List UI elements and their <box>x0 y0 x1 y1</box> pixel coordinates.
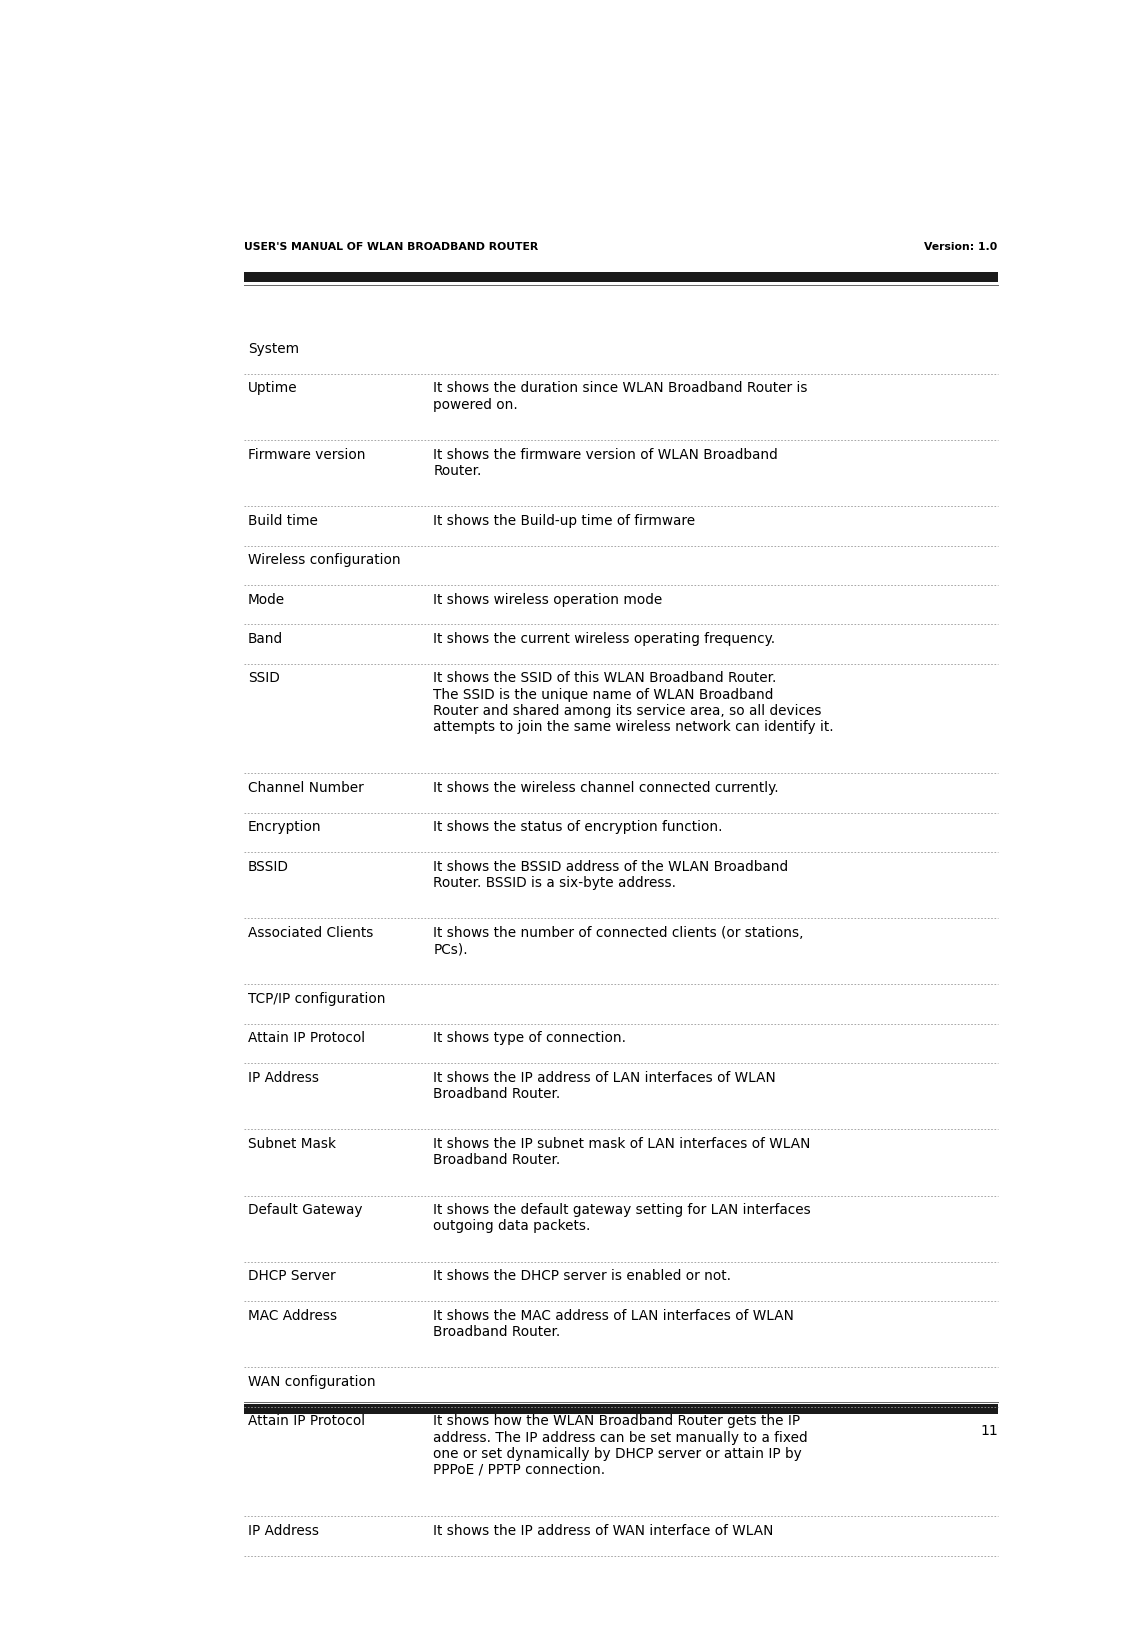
Text: Band: Band <box>248 633 283 646</box>
Text: TCP/IP configuration: TCP/IP configuration <box>248 991 386 1006</box>
Text: It shows the current wireless operating frequency.: It shows the current wireless operating … <box>434 633 775 646</box>
Text: It shows the DHCP server is enabled or not.: It shows the DHCP server is enabled or n… <box>434 1269 732 1284</box>
Text: It shows how the WLAN Broadband Router gets the IP
address. The IP address can b: It shows how the WLAN Broadband Router g… <box>434 1414 808 1477</box>
Text: It shows the IP address of LAN interfaces of WLAN
Broadband Router.: It shows the IP address of LAN interface… <box>434 1070 776 1102</box>
Text: SSID: SSID <box>248 671 280 686</box>
Text: It shows the number of connected clients (or stations,
PCs).: It shows the number of connected clients… <box>434 925 803 957</box>
Text: Mode: Mode <box>248 593 286 606</box>
Text: It shows the BSSID address of the WLAN Broadband
Router. BSSID is a six-byte add: It shows the BSSID address of the WLAN B… <box>434 859 789 890</box>
Text: It shows the MAC address of LAN interfaces of WLAN
Broadband Router.: It shows the MAC address of LAN interfac… <box>434 1308 794 1338</box>
Bar <box>244 1404 998 1414</box>
Text: It shows the Build-up time of firmware: It shows the Build-up time of firmware <box>434 514 695 527</box>
Text: It shows the IP subnet mask of LAN interfaces of WLAN
Broadband Router.: It shows the IP subnet mask of LAN inter… <box>434 1137 810 1168</box>
Text: IP Address: IP Address <box>248 1070 319 1085</box>
Text: DHCP Server: DHCP Server <box>248 1269 336 1284</box>
Text: Build time: Build time <box>248 514 318 527</box>
Text: It shows the IP address of WAN interface of WLAN: It shows the IP address of WAN interface… <box>434 1523 774 1538</box>
Text: Attain IP Protocol: Attain IP Protocol <box>248 1031 365 1046</box>
Text: BSSID: BSSID <box>248 859 289 874</box>
Text: It shows the status of encryption function.: It shows the status of encryption functi… <box>434 821 723 834</box>
Text: USER'S MANUAL OF WLAN BROADBAND ROUTER: USER'S MANUAL OF WLAN BROADBAND ROUTER <box>244 241 538 251</box>
Text: IP Address: IP Address <box>248 1523 319 1538</box>
Text: Channel Number: Channel Number <box>248 781 364 795</box>
Text: It shows the firmware version of WLAN Broadband
Router.: It shows the firmware version of WLAN Br… <box>434 448 778 477</box>
Bar <box>244 273 998 282</box>
Text: Subnet Mask: Subnet Mask <box>248 1137 336 1151</box>
Text: It shows wireless operation mode: It shows wireless operation mode <box>434 593 662 606</box>
Text: Associated Clients: Associated Clients <box>248 925 373 940</box>
Text: Encryption: Encryption <box>248 821 322 834</box>
Text: Wireless configuration: Wireless configuration <box>248 553 401 567</box>
Text: Firmware version: Firmware version <box>248 448 365 461</box>
Text: WAN configuration: WAN configuration <box>248 1374 376 1389</box>
Text: 11: 11 <box>980 1424 998 1439</box>
Text: Default Gateway: Default Gateway <box>248 1203 363 1218</box>
Text: Version: 1.0: Version: 1.0 <box>924 241 998 251</box>
Text: Uptime: Uptime <box>248 382 298 395</box>
Text: Attain IP Protocol: Attain IP Protocol <box>248 1414 365 1429</box>
Text: MAC Address: MAC Address <box>248 1308 337 1323</box>
Text: It shows the default gateway setting for LAN interfaces
outgoing data packets.: It shows the default gateway setting for… <box>434 1203 811 1234</box>
Text: It shows the duration since WLAN Broadband Router is
powered on.: It shows the duration since WLAN Broadba… <box>434 382 808 411</box>
Text: It shows type of connection.: It shows type of connection. <box>434 1031 626 1046</box>
Text: System: System <box>248 342 299 355</box>
Text: It shows the wireless channel connected currently.: It shows the wireless channel connected … <box>434 781 778 795</box>
Text: It shows the SSID of this WLAN Broadband Router.
The SSID is the unique name of : It shows the SSID of this WLAN Broadband… <box>434 671 834 733</box>
